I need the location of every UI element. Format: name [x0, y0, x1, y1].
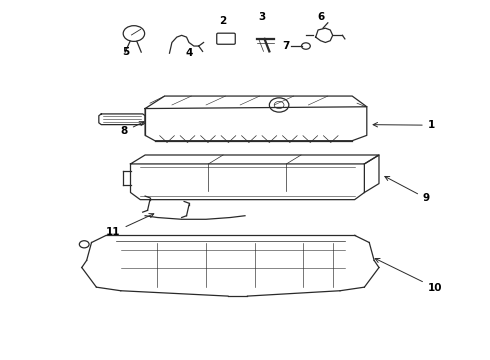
Text: 2: 2 — [220, 16, 227, 26]
Text: 6: 6 — [317, 13, 324, 22]
Text: 8: 8 — [121, 122, 144, 136]
Text: 4: 4 — [185, 48, 193, 58]
Text: 10: 10 — [375, 258, 442, 293]
Text: 11: 11 — [106, 213, 154, 237]
Text: 7: 7 — [283, 41, 290, 51]
Text: 3: 3 — [258, 13, 266, 22]
Text: 9: 9 — [385, 176, 430, 203]
Text: 5: 5 — [122, 47, 129, 57]
Text: 1: 1 — [373, 120, 435, 130]
